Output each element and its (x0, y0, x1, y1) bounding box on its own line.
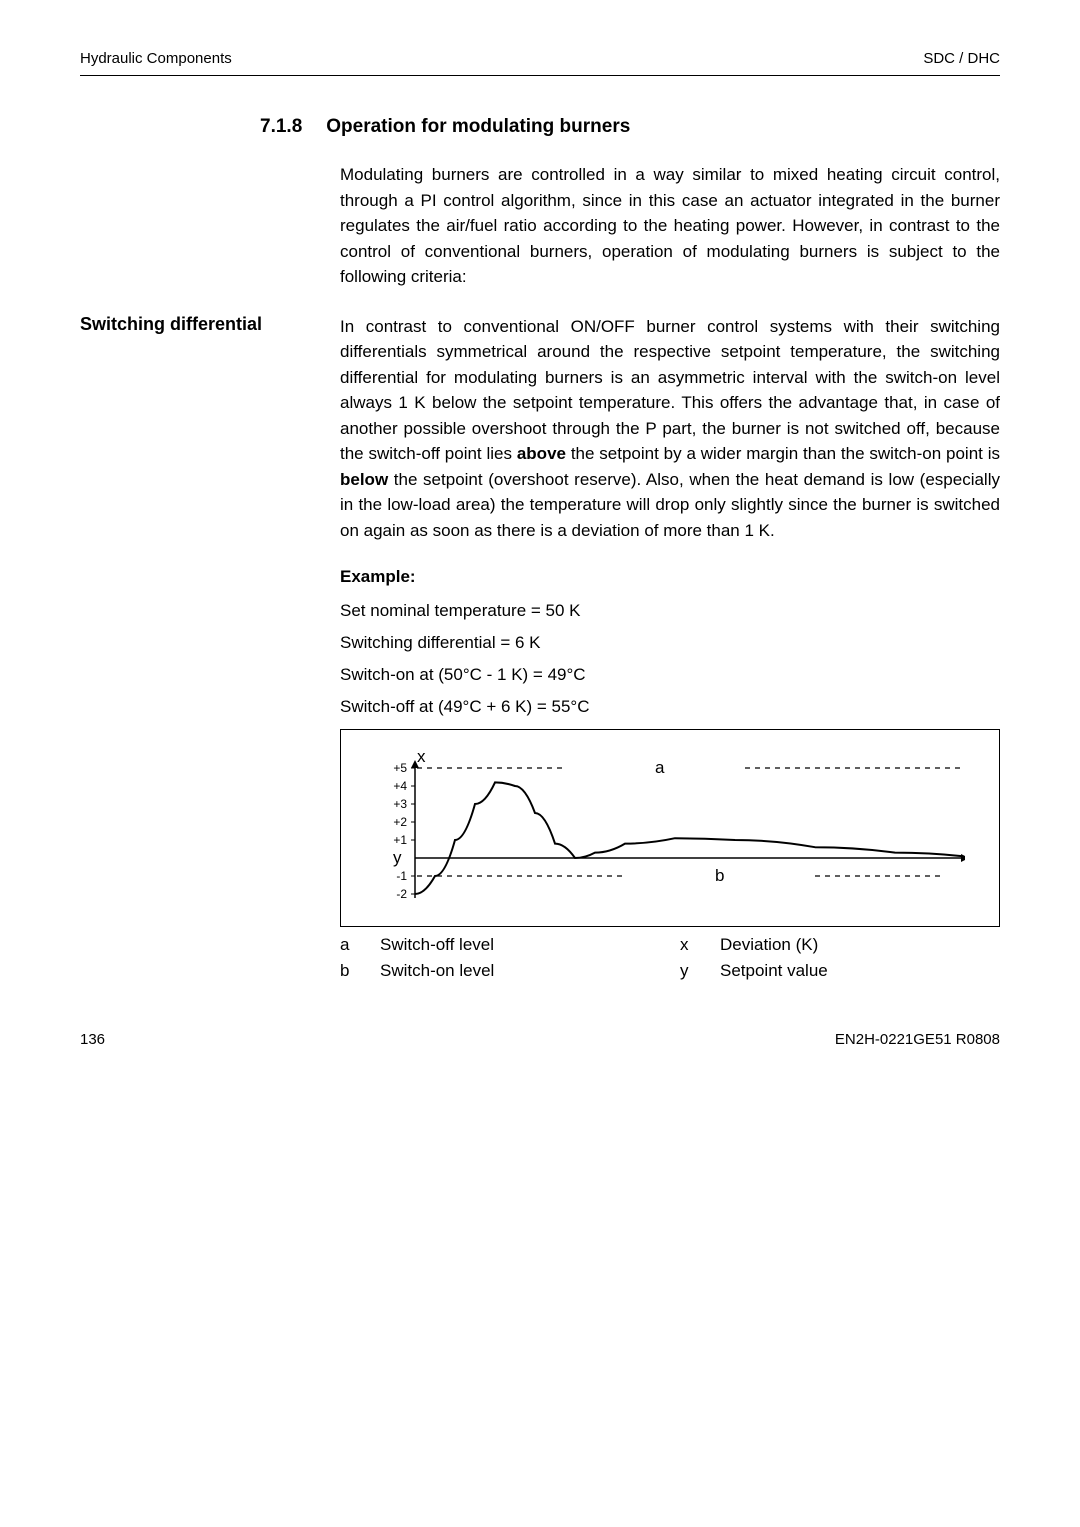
footer-page-number: 136 (80, 1031, 105, 1048)
legend-row: a Switch-off level x Deviation (K) (340, 935, 1000, 955)
switching-text-2: the setpoint by a wider margin than the … (566, 444, 1000, 463)
legend-key: y (680, 961, 720, 981)
svg-text:x: x (417, 748, 426, 766)
svg-text:a: a (655, 758, 665, 777)
legend-row: b Switch-on level y Setpoint value (340, 961, 1000, 981)
page-header: Hydraulic Components SDC / DHC (80, 50, 1000, 76)
deviation-chart: x +5 +4 +3 +2 +1 -1 -2 y a b (365, 748, 965, 914)
legend-key: b (340, 961, 380, 981)
example-line: Switch-on at (50°C - 1 K) = 49°C (340, 665, 1000, 685)
intro-paragraph: Modulating burners are controlled in a w… (340, 162, 1000, 290)
switching-body: In contrast to conventional ON/OFF burne… (340, 314, 1000, 544)
legend-table: a Switch-off level x Deviation (K) b Swi… (340, 935, 1000, 981)
page-footer: 136 EN2H-0221GE51 R0808 (80, 1031, 1000, 1048)
section-number: 7.1.8 (260, 116, 302, 138)
legend-key: a (340, 935, 380, 955)
switching-text-1: In contrast to conventional ON/OFF burne… (340, 317, 1000, 464)
svg-text:b: b (715, 866, 724, 885)
svg-text:y: y (393, 848, 402, 867)
switching-block: Switching differential In contrast to co… (80, 314, 1000, 544)
switching-label: Switching differential (80, 314, 340, 544)
header-left: Hydraulic Components (80, 50, 232, 67)
svg-text:-2: -2 (396, 887, 407, 901)
switching-bold-above: above (517, 444, 566, 463)
example-heading: Example: (340, 567, 1000, 587)
svg-text:+4: +4 (393, 779, 407, 793)
legend-val: Deviation (K) (720, 935, 1000, 955)
legend-val: Setpoint value (720, 961, 1000, 981)
header-right: SDC / DHC (923, 50, 1000, 67)
svg-text:+5: +5 (393, 761, 407, 775)
example-line: Switch-off at (49°C + 6 K) = 55°C (340, 697, 1000, 717)
chart-container: x +5 +4 +3 +2 +1 -1 -2 y a b (340, 729, 1000, 927)
svg-text:-1: -1 (396, 869, 407, 883)
legend-val: Switch-on level (380, 961, 680, 981)
svg-text:+3: +3 (393, 797, 407, 811)
switching-bold-below: below (340, 470, 388, 489)
footer-doc-id: EN2H-0221GE51 R0808 (835, 1031, 1000, 1048)
example-line: Set nominal temperature = 50 K (340, 601, 1000, 621)
svg-text:+1: +1 (393, 833, 407, 847)
example-line: Switching differential = 6 K (340, 633, 1000, 653)
section-heading: 7.1.8 Operation for modulating burners (260, 116, 1000, 138)
legend-key: x (680, 935, 720, 955)
svg-text:+2: +2 (393, 815, 407, 829)
switching-text-3: the setpoint (overshoot reserve). Also, … (340, 470, 1000, 540)
legend-val: Switch-off level (380, 935, 680, 955)
section-title: Operation for modulating burners (326, 116, 630, 138)
